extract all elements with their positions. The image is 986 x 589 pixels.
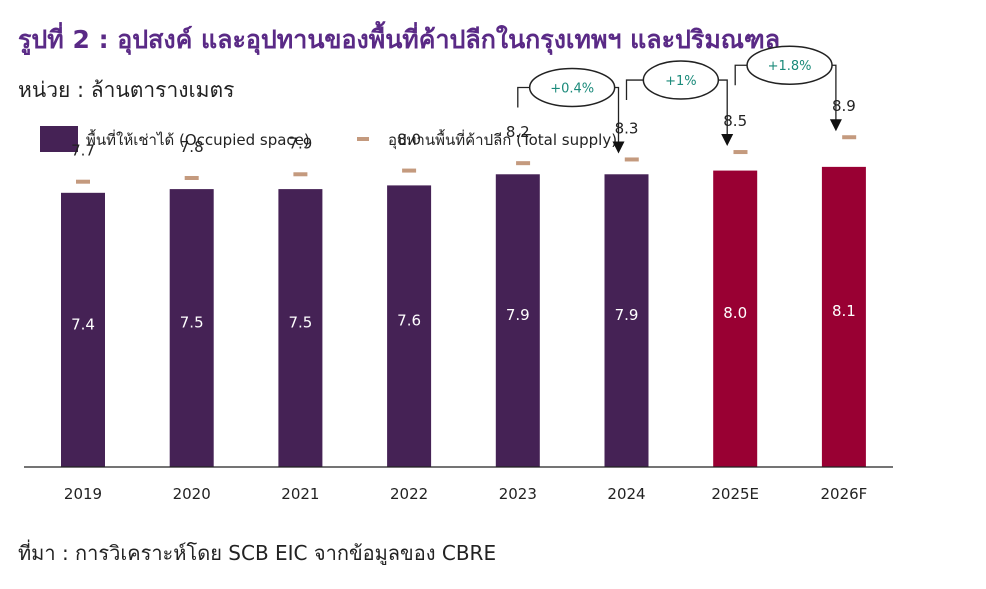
x-tick-2026F: 2026F: [820, 485, 867, 503]
bar-value-label-2021: 7.5: [288, 313, 312, 331]
bar-2024: [604, 174, 649, 467]
supply-value-label-2021: 7.9: [288, 134, 312, 152]
growth-arrow-2026F: [829, 119, 842, 132]
growth-annotation-2025E: +1%: [625, 60, 734, 147]
x-tick-2021: 2021: [281, 485, 319, 503]
chart-legend: พื้นที่ให้เช่าได้ (Occupied space) อุปทา…: [40, 126, 617, 152]
bar-2020: [169, 189, 214, 467]
source-note: ที่มา : การวิเคราะห์โดย SCB EIC จากข้อมู…: [18, 541, 497, 565]
bar-2022: [387, 185, 432, 467]
supply-value-label-2022: 8.0: [397, 131, 421, 149]
unit-label: หน่วย : ล้านตารางเมตร: [18, 78, 235, 102]
bar-value-label-2020: 7.5: [180, 313, 204, 331]
growth-bubble-2026F: [746, 45, 833, 85]
legend-swatch-supply: [357, 137, 369, 141]
supply-value-label-2023: 8.2: [506, 123, 530, 141]
growth-label-2025E: +1%: [665, 74, 697, 89]
growth-annotation-2026F: +1.8%: [734, 45, 842, 132]
bar-value-label-2019: 7.4: [71, 315, 95, 333]
growth-bracket-right-2024: [614, 86, 620, 150]
bar-value-label-2026F: 8.1: [832, 302, 856, 320]
supply-marker-2022: [402, 168, 417, 173]
legend-label-occupied: พื้นที่ให้เช่าได้ (Occupied space): [86, 129, 310, 149]
growth-bracket-left-2026F: [734, 64, 748, 86]
bar-2021: [278, 189, 323, 467]
legend-label-supply: อุปทานพื้นที่ค้าปลีก (Total supply): [388, 129, 617, 150]
supply-marker-2021: [293, 172, 308, 177]
supply-marker-2020: [184, 175, 199, 180]
supply-marker-2023: [516, 161, 531, 166]
growth-label-2026F: +1.8%: [768, 59, 812, 74]
x-tick-2019: 2019: [64, 485, 102, 503]
growth-bubble-2025E: [642, 60, 720, 100]
supply-marker-2026F: [842, 135, 857, 140]
data-labels: 7.4 7.7 7.5 7.8 7.5 7.9 7.6 8.0 7.9 8.2 7.9 8.3 8.0 8…: [71, 97, 856, 333]
bar-series: [61, 166, 866, 467]
x-tick-2023: 2023: [499, 485, 537, 503]
bar-2019: [61, 192, 105, 467]
growth-bracket-right-2025E: [718, 79, 728, 143]
supply-value-label-2020: 7.8: [180, 138, 204, 156]
bar-2026F: [821, 166, 866, 467]
supply-marker-2025E: [733, 150, 748, 155]
growth-bracket-right-2026F: [832, 64, 837, 128]
bar-value-label-2023: 7.9: [506, 306, 530, 324]
x-tick-2022: 2022: [390, 485, 428, 503]
page-title: รูปที่ 2 : อุปสงค์ และอุปทานของพื้นที่ค้…: [18, 25, 781, 54]
growth-bubble-2024: [528, 67, 616, 108]
bar-value-label-2022: 7.6: [397, 312, 421, 330]
bar-2025E: [713, 170, 758, 467]
bar-2023: [495, 174, 540, 467]
growth-arrow-2025E: [721, 134, 734, 147]
supply-value-label-2019: 7.7: [71, 142, 95, 160]
bar-value-label-2024: 7.9: [615, 306, 639, 324]
x-axis-ticks: 2019 2020 2021 2022 2023 2024 2025E 2026F: [64, 485, 867, 503]
growth-arrow-2024: [612, 141, 625, 154]
growth-bracket-left-2025E: [625, 79, 644, 101]
supply-value-label-2026F: 8.9: [832, 97, 856, 115]
x-tick-2025E: 2025E: [711, 485, 759, 503]
bar-value-label-2025E: 8.0: [723, 304, 747, 322]
x-tick-2024: 2024: [607, 485, 645, 503]
supply-marker-2024: [624, 157, 639, 162]
supply-marker-series: [76, 135, 857, 184]
growth-bracket-left-2024: [517, 86, 530, 108]
growth-annotations: +0.4% +1% +1.8%: [517, 45, 842, 154]
growth-annotation-2024: +0.4%: [517, 67, 625, 154]
supply-value-label-2024: 8.3: [615, 119, 639, 137]
supply-value-label-2025E: 8.5: [723, 112, 747, 130]
growth-label-2024: +0.4%: [550, 81, 594, 96]
x-tick-2020: 2020: [173, 485, 211, 503]
supply-marker-2019: [76, 179, 90, 184]
legend-swatch-occupied: [40, 126, 78, 152]
